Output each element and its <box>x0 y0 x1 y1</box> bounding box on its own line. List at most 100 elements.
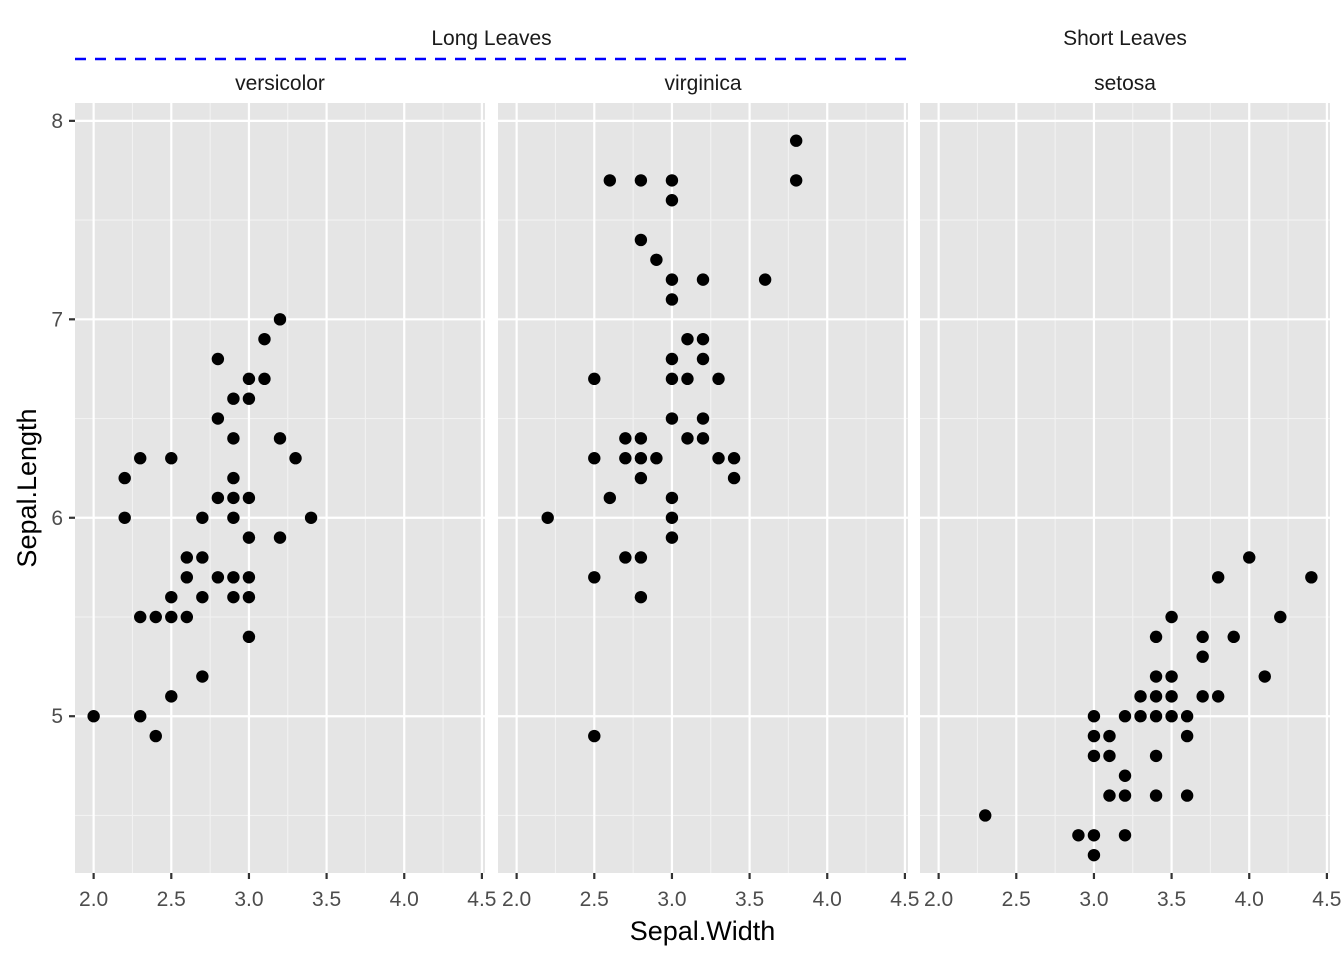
data-point <box>588 452 601 465</box>
data-point <box>227 571 240 584</box>
group-label: Short Leaves <box>1063 27 1187 50</box>
data-point <box>1196 690 1209 703</box>
data-point <box>211 352 225 366</box>
data-point <box>1149 630 1163 644</box>
y-tick-label: 6 <box>51 507 63 530</box>
x-tick-label: 4.5 <box>467 888 496 911</box>
data-point <box>634 432 648 445</box>
data-point <box>211 571 225 584</box>
data-point <box>665 293 679 306</box>
data-point <box>603 491 617 505</box>
facet-panel-versicolor: versicolor 2.0 2.5 3.0 3.5 4.0 4.5 <box>75 72 496 911</box>
data-point <box>665 531 679 544</box>
x-tick-label: 4.0 <box>1235 888 1264 911</box>
data-point <box>1165 710 1178 723</box>
x-tick-label: 2.0 <box>79 888 108 911</box>
data-point <box>273 313 287 326</box>
data-point <box>588 729 601 743</box>
data-point <box>1149 789 1163 802</box>
data-point <box>541 511 554 524</box>
data-point <box>789 174 803 187</box>
data-point <box>227 491 240 505</box>
data-point <box>665 194 679 207</box>
data-point <box>696 273 710 286</box>
data-point <box>696 432 710 445</box>
data-point <box>758 273 772 286</box>
x-tick-label: 2.5 <box>1002 888 1031 911</box>
data-point <box>650 253 663 266</box>
data-point <box>712 452 725 465</box>
data-point <box>196 511 209 524</box>
x-tick-label: 3.5 <box>312 888 341 911</box>
data-point <box>258 372 271 386</box>
data-point <box>1149 690 1163 703</box>
x-tick-label: 3.5 <box>735 888 764 911</box>
x-tick-label: 3.5 <box>1157 888 1186 911</box>
data-point <box>1180 729 1194 743</box>
data-point <box>242 630 256 644</box>
data-point <box>1087 729 1101 743</box>
data-point <box>1087 829 1101 842</box>
data-point <box>665 174 679 187</box>
y-axis: 5 6 7 8 <box>51 110 75 728</box>
data-point <box>1305 571 1318 584</box>
data-point <box>1196 650 1209 663</box>
data-point <box>227 590 240 604</box>
data-point <box>242 590 256 604</box>
data-point <box>1274 610 1287 624</box>
data-point <box>165 690 178 703</box>
data-point <box>273 531 287 544</box>
facet-panel-setosa: setosa 2.0 2.5 3.0 3.5 4.0 4.5 <box>920 72 1341 911</box>
data-point <box>681 432 694 445</box>
data-point <box>273 432 287 445</box>
x-tick-label: 2.5 <box>580 888 609 911</box>
data-point <box>1211 690 1225 703</box>
data-point <box>650 452 663 465</box>
facet-strip-label: setosa <box>1094 72 1156 95</box>
data-point <box>242 531 256 544</box>
data-point <box>180 551 194 564</box>
data-point <box>634 590 648 604</box>
data-point <box>118 511 131 524</box>
data-point <box>227 392 240 405</box>
data-point <box>681 372 694 386</box>
data-point <box>665 412 679 425</box>
data-point <box>1227 630 1240 644</box>
data-point <box>165 452 178 465</box>
group-label: Long Leaves <box>431 27 551 50</box>
y-tick-label: 7 <box>51 308 63 331</box>
data-point <box>696 352 710 366</box>
data-point <box>1134 690 1147 703</box>
data-point <box>1118 789 1132 802</box>
y-axis-title: Sepal.Length <box>12 408 42 567</box>
data-point <box>227 471 240 485</box>
data-point <box>227 511 240 524</box>
data-point <box>634 551 648 564</box>
data-point <box>634 452 648 465</box>
data-point <box>1165 670 1178 683</box>
data-point <box>180 610 194 624</box>
data-point <box>1118 710 1132 723</box>
data-point <box>1103 729 1116 743</box>
data-point <box>211 491 225 505</box>
data-point <box>727 452 741 465</box>
data-point <box>1165 690 1178 703</box>
data-point <box>588 571 601 584</box>
data-point <box>1118 829 1132 842</box>
data-point <box>1103 749 1116 763</box>
x-tick-label: 4.5 <box>1312 888 1341 911</box>
data-point <box>634 233 648 247</box>
y-tick-label: 8 <box>51 110 63 133</box>
y-tick-label: 5 <box>51 705 63 728</box>
data-point <box>588 372 601 386</box>
data-point <box>118 471 131 485</box>
panel-background <box>75 103 485 873</box>
data-point <box>134 710 147 723</box>
data-point <box>165 590 178 604</box>
data-point <box>1149 710 1163 723</box>
data-point <box>1087 710 1101 723</box>
data-point <box>681 332 694 346</box>
data-point <box>665 511 679 524</box>
data-point <box>196 590 209 604</box>
data-point <box>242 491 256 505</box>
